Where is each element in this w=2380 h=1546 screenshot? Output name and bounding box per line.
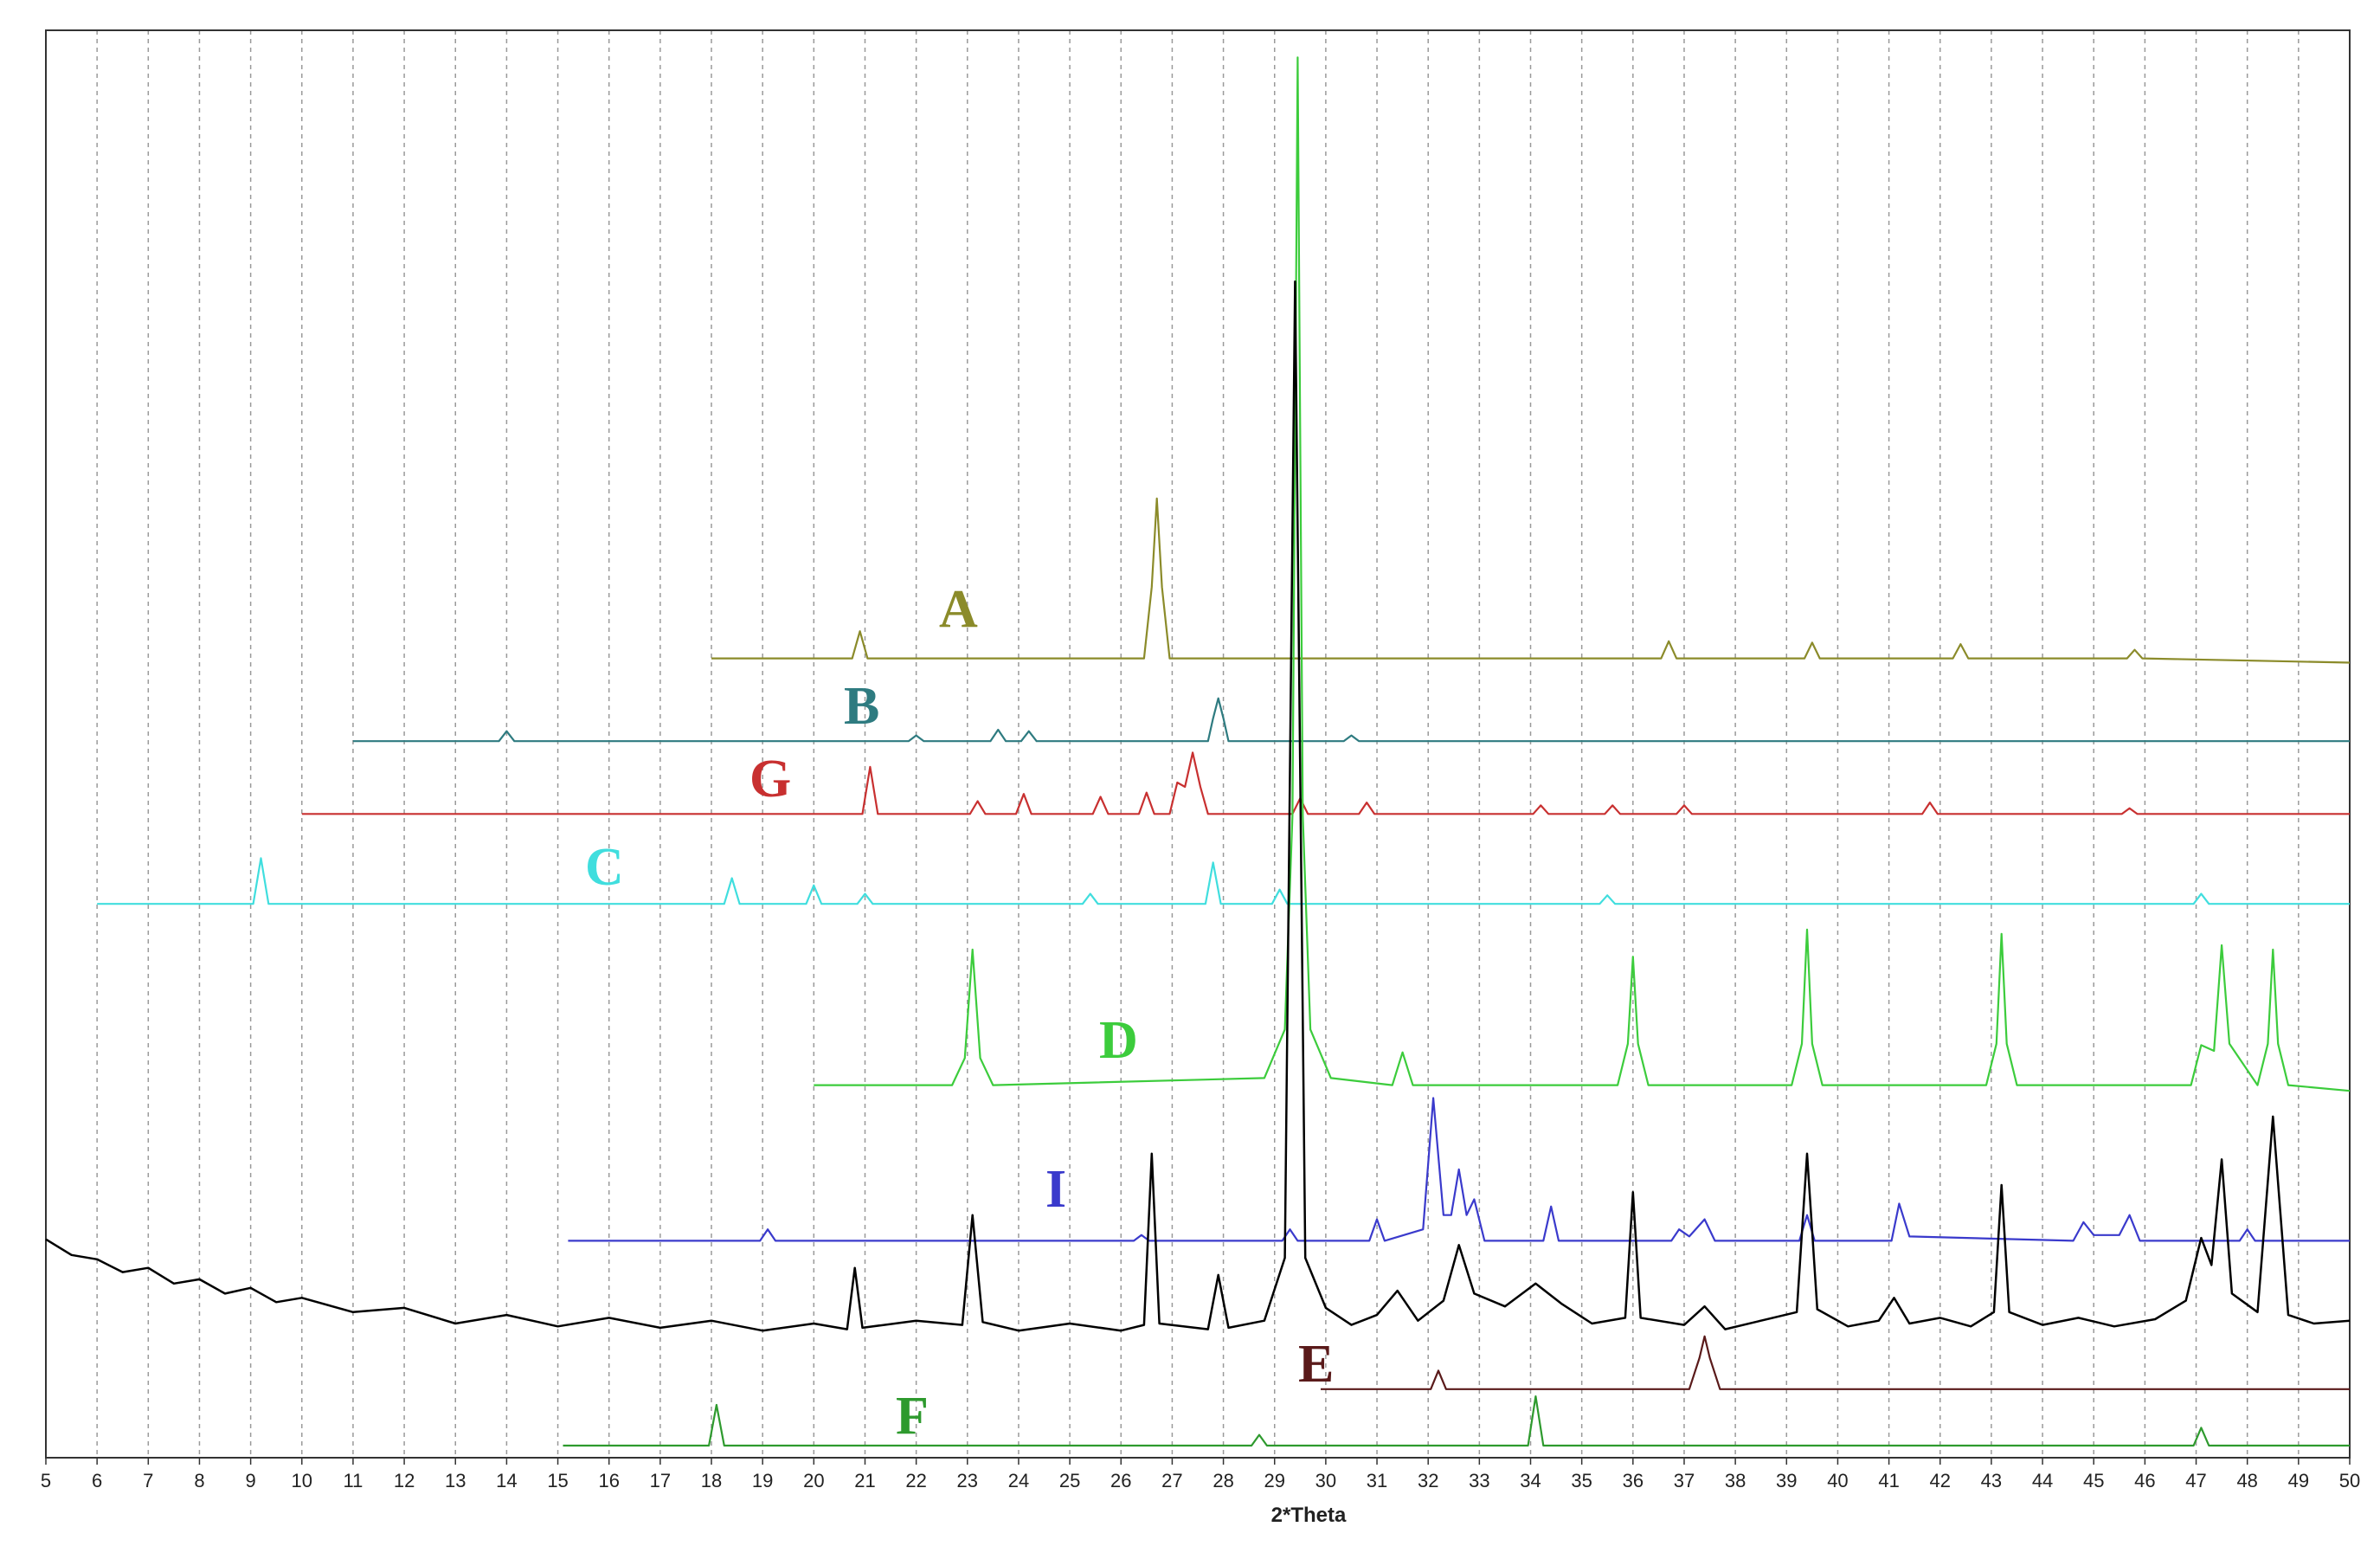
x-tick-label: 8 — [194, 1470, 204, 1491]
x-tick-label: 37 — [1674, 1470, 1695, 1491]
x-tick-label: 20 — [803, 1470, 824, 1491]
x-tick-label: 42 — [1930, 1470, 1951, 1491]
x-tick-label: 25 — [1059, 1470, 1080, 1491]
plot-frame — [45, 29, 2351, 1459]
x-tick-label: 7 — [143, 1470, 153, 1491]
trace-label: G — [749, 750, 791, 808]
xrd-trace — [97, 857, 2350, 905]
trace-label: C — [585, 838, 624, 897]
x-tick-label: 36 — [1623, 1470, 1643, 1491]
x-tick-label: 34 — [1520, 1470, 1541, 1491]
x-tick-label: 9 — [245, 1470, 255, 1491]
x-tick-label: 5 — [41, 1470, 51, 1491]
x-tick-label: 39 — [1776, 1470, 1797, 1491]
xrd-trace — [814, 56, 2351, 1092]
x-tick-label: 10 — [292, 1470, 312, 1491]
x-tick-label: 41 — [1878, 1470, 1899, 1491]
xrd-trace — [563, 1395, 2350, 1447]
trace-label: B — [844, 677, 879, 736]
x-axis-title: 2*Theta — [1271, 1504, 1347, 1527]
x-tick-label: 27 — [1161, 1470, 1182, 1491]
x-tick-label: 46 — [2134, 1470, 2155, 1491]
x-tick-label: 16 — [598, 1470, 619, 1491]
trace-label: I — [1045, 1160, 1066, 1219]
trace-label: E — [1298, 1335, 1334, 1394]
x-tick-label: 48 — [2236, 1470, 2257, 1491]
x-tick-label: 30 — [1315, 1470, 1336, 1491]
x-tick-label: 31 — [1367, 1470, 1387, 1491]
x-tick-label: 28 — [1213, 1470, 1233, 1491]
x-tick-label: 47 — [2185, 1470, 2206, 1491]
x-tick-label: 44 — [2032, 1470, 2053, 1491]
x-tick-label: 19 — [752, 1470, 773, 1491]
trace-label: F — [896, 1387, 929, 1446]
x-tick-label: 32 — [1418, 1470, 1438, 1491]
x-tick-label: 15 — [547, 1470, 568, 1491]
x-tick-label: 29 — [1264, 1470, 1284, 1491]
x-tick-label: 13 — [445, 1470, 466, 1491]
x-tick-label: 18 — [701, 1470, 722, 1491]
x-tick-label: 6 — [92, 1470, 102, 1491]
x-tick-label: 22 — [905, 1470, 926, 1491]
x-tick-label: 21 — [854, 1470, 875, 1491]
x-tick-label: 33 — [1469, 1470, 1489, 1491]
x-tick-label: 35 — [1571, 1470, 1592, 1491]
x-tick-label: 17 — [650, 1470, 671, 1491]
xrd-trace — [45, 280, 2351, 1332]
xrd-trace — [301, 751, 2350, 815]
xrd-trace — [352, 697, 2350, 743]
xrd-trace — [1321, 1335, 2350, 1390]
xrd-trace — [568, 1097, 2350, 1242]
x-tick-label: 12 — [394, 1470, 415, 1491]
x-tick-label: 49 — [2288, 1470, 2309, 1491]
x-tick-label: 40 — [1827, 1470, 1848, 1491]
x-tick-label: 26 — [1110, 1470, 1131, 1491]
trace-label: D — [1099, 1011, 1138, 1070]
x-tick-label: 43 — [1981, 1470, 2002, 1491]
x-tick-label: 24 — [1008, 1470, 1029, 1491]
x-tick-label: 11 — [344, 1470, 363, 1491]
trace-label: A — [939, 580, 978, 639]
x-tick-label: 38 — [1725, 1470, 1746, 1491]
xrd-trace — [711, 497, 2351, 664]
x-tick-label: 45 — [2083, 1470, 2104, 1491]
x-tick-label: 14 — [496, 1470, 517, 1491]
x-tick-label: 23 — [957, 1470, 978, 1491]
x-tick-label: 50 — [2339, 1470, 2360, 1491]
